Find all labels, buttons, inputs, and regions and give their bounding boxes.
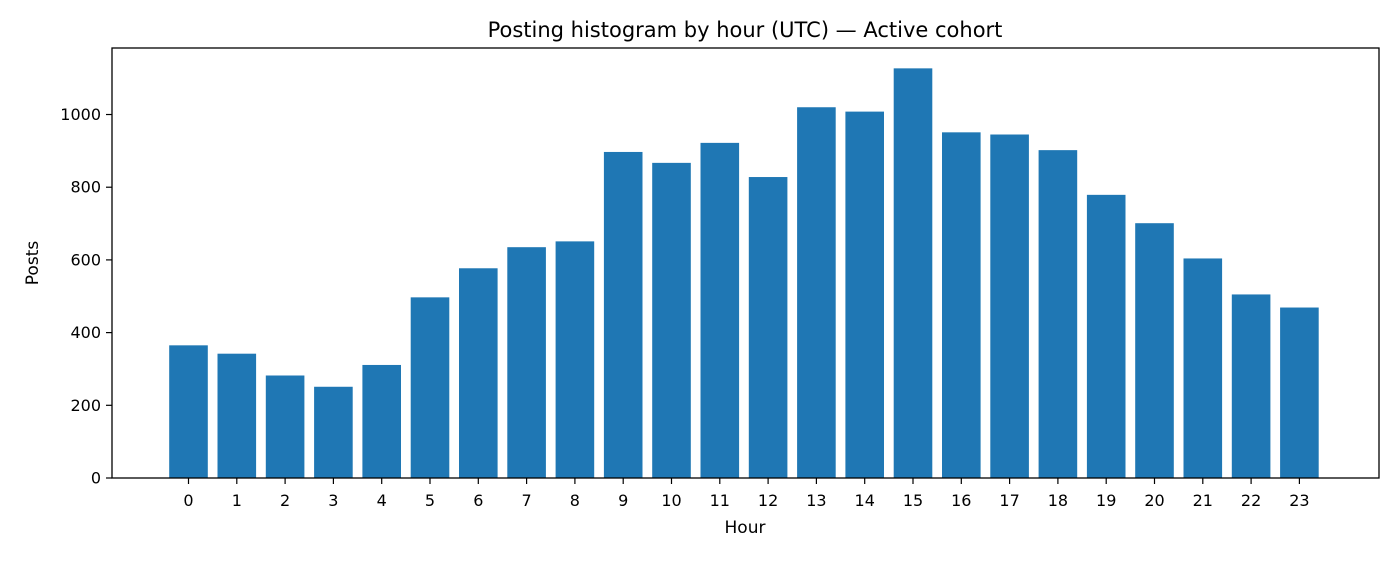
x-tick-label: 11 (710, 491, 730, 510)
y-tick-label: 600 (70, 250, 101, 269)
bar-hour-15 (893, 68, 933, 478)
x-axis-ticks: 0 1 2 3 4 5 6 7 8 9 10 11 12 13 14 15 16 17 18 19 20 21 22 23 (183, 478, 1310, 510)
x-tick-label: 22 (1241, 491, 1261, 510)
x-tick-label: 1 (232, 491, 242, 510)
x-tick-label: 7 (522, 491, 532, 510)
x-tick-label: 18 (1048, 491, 1068, 510)
x-tick-label: 15 (903, 491, 923, 510)
y-tick-label: 0 (91, 469, 101, 488)
bar-hour-22 (1231, 294, 1271, 478)
bar-hour-17 (990, 134, 1029, 478)
x-tick-label: 12 (758, 491, 778, 510)
y-axis-ticks: 0 200 400 600 800 1000 (60, 105, 112, 488)
bar-hour-7 (507, 247, 546, 478)
x-tick-label: 13 (806, 491, 826, 510)
bar-hour-1 (217, 353, 257, 478)
bar-hour-23 (1280, 307, 1319, 478)
bar-hour-5 (410, 297, 450, 478)
x-tick-label: 21 (1193, 491, 1213, 510)
x-tick-label: 23 (1289, 491, 1309, 510)
bar-hour-16 (942, 132, 981, 478)
bar-hour-20 (1135, 223, 1174, 478)
x-tick-label: 5 (425, 491, 435, 510)
bar-hour-3 (314, 386, 353, 478)
bar-hour-9 (603, 151, 643, 478)
x-tick-label: 9 (618, 491, 628, 510)
y-tick-label: 1000 (60, 105, 101, 124)
x-axis-label: Hour (725, 518, 766, 538)
bar-hour-6 (459, 268, 498, 478)
y-axis-label: Posts (23, 241, 43, 286)
x-tick-label: 3 (328, 491, 338, 510)
plot-frame (111, 47, 1380, 479)
bar-hour-19 (1086, 194, 1126, 479)
bar-hour-12 (748, 177, 788, 478)
x-tick-label: 4 (377, 491, 387, 510)
x-tick-label: 16 (951, 491, 971, 510)
x-tick-label: 2 (280, 491, 290, 510)
x-tick-label: 14 (855, 491, 875, 510)
bar-hour-13 (797, 107, 836, 478)
x-tick-label: 17 (999, 491, 1019, 510)
y-tick-label: 200 (70, 396, 101, 415)
x-tick-label: 8 (570, 491, 580, 510)
bar-hour-10 (652, 162, 691, 478)
y-tick-label: 800 (70, 178, 101, 197)
x-tick-label: 20 (1144, 491, 1164, 510)
y-tick-label: 400 (70, 323, 101, 342)
bar-hour-4 (362, 364, 401, 478)
bars-layer (169, 68, 1319, 479)
bar-hour-21 (1183, 258, 1223, 478)
bar-hour-14 (845, 111, 884, 478)
bar-hour-2 (265, 375, 305, 478)
bar-hour-0 (169, 345, 208, 478)
bar-hour-8 (555, 241, 595, 478)
x-tick-label: 19 (1096, 491, 1116, 510)
x-tick-label: 6 (473, 491, 483, 510)
bar-hour-18 (1038, 150, 1078, 479)
x-tick-label: 10 (661, 491, 681, 510)
chart-title: Posting histogram by hour (UTC) — Active… (488, 18, 1003, 42)
bar-hour-11 (700, 142, 740, 479)
x-tick-label: 0 (183, 491, 193, 510)
